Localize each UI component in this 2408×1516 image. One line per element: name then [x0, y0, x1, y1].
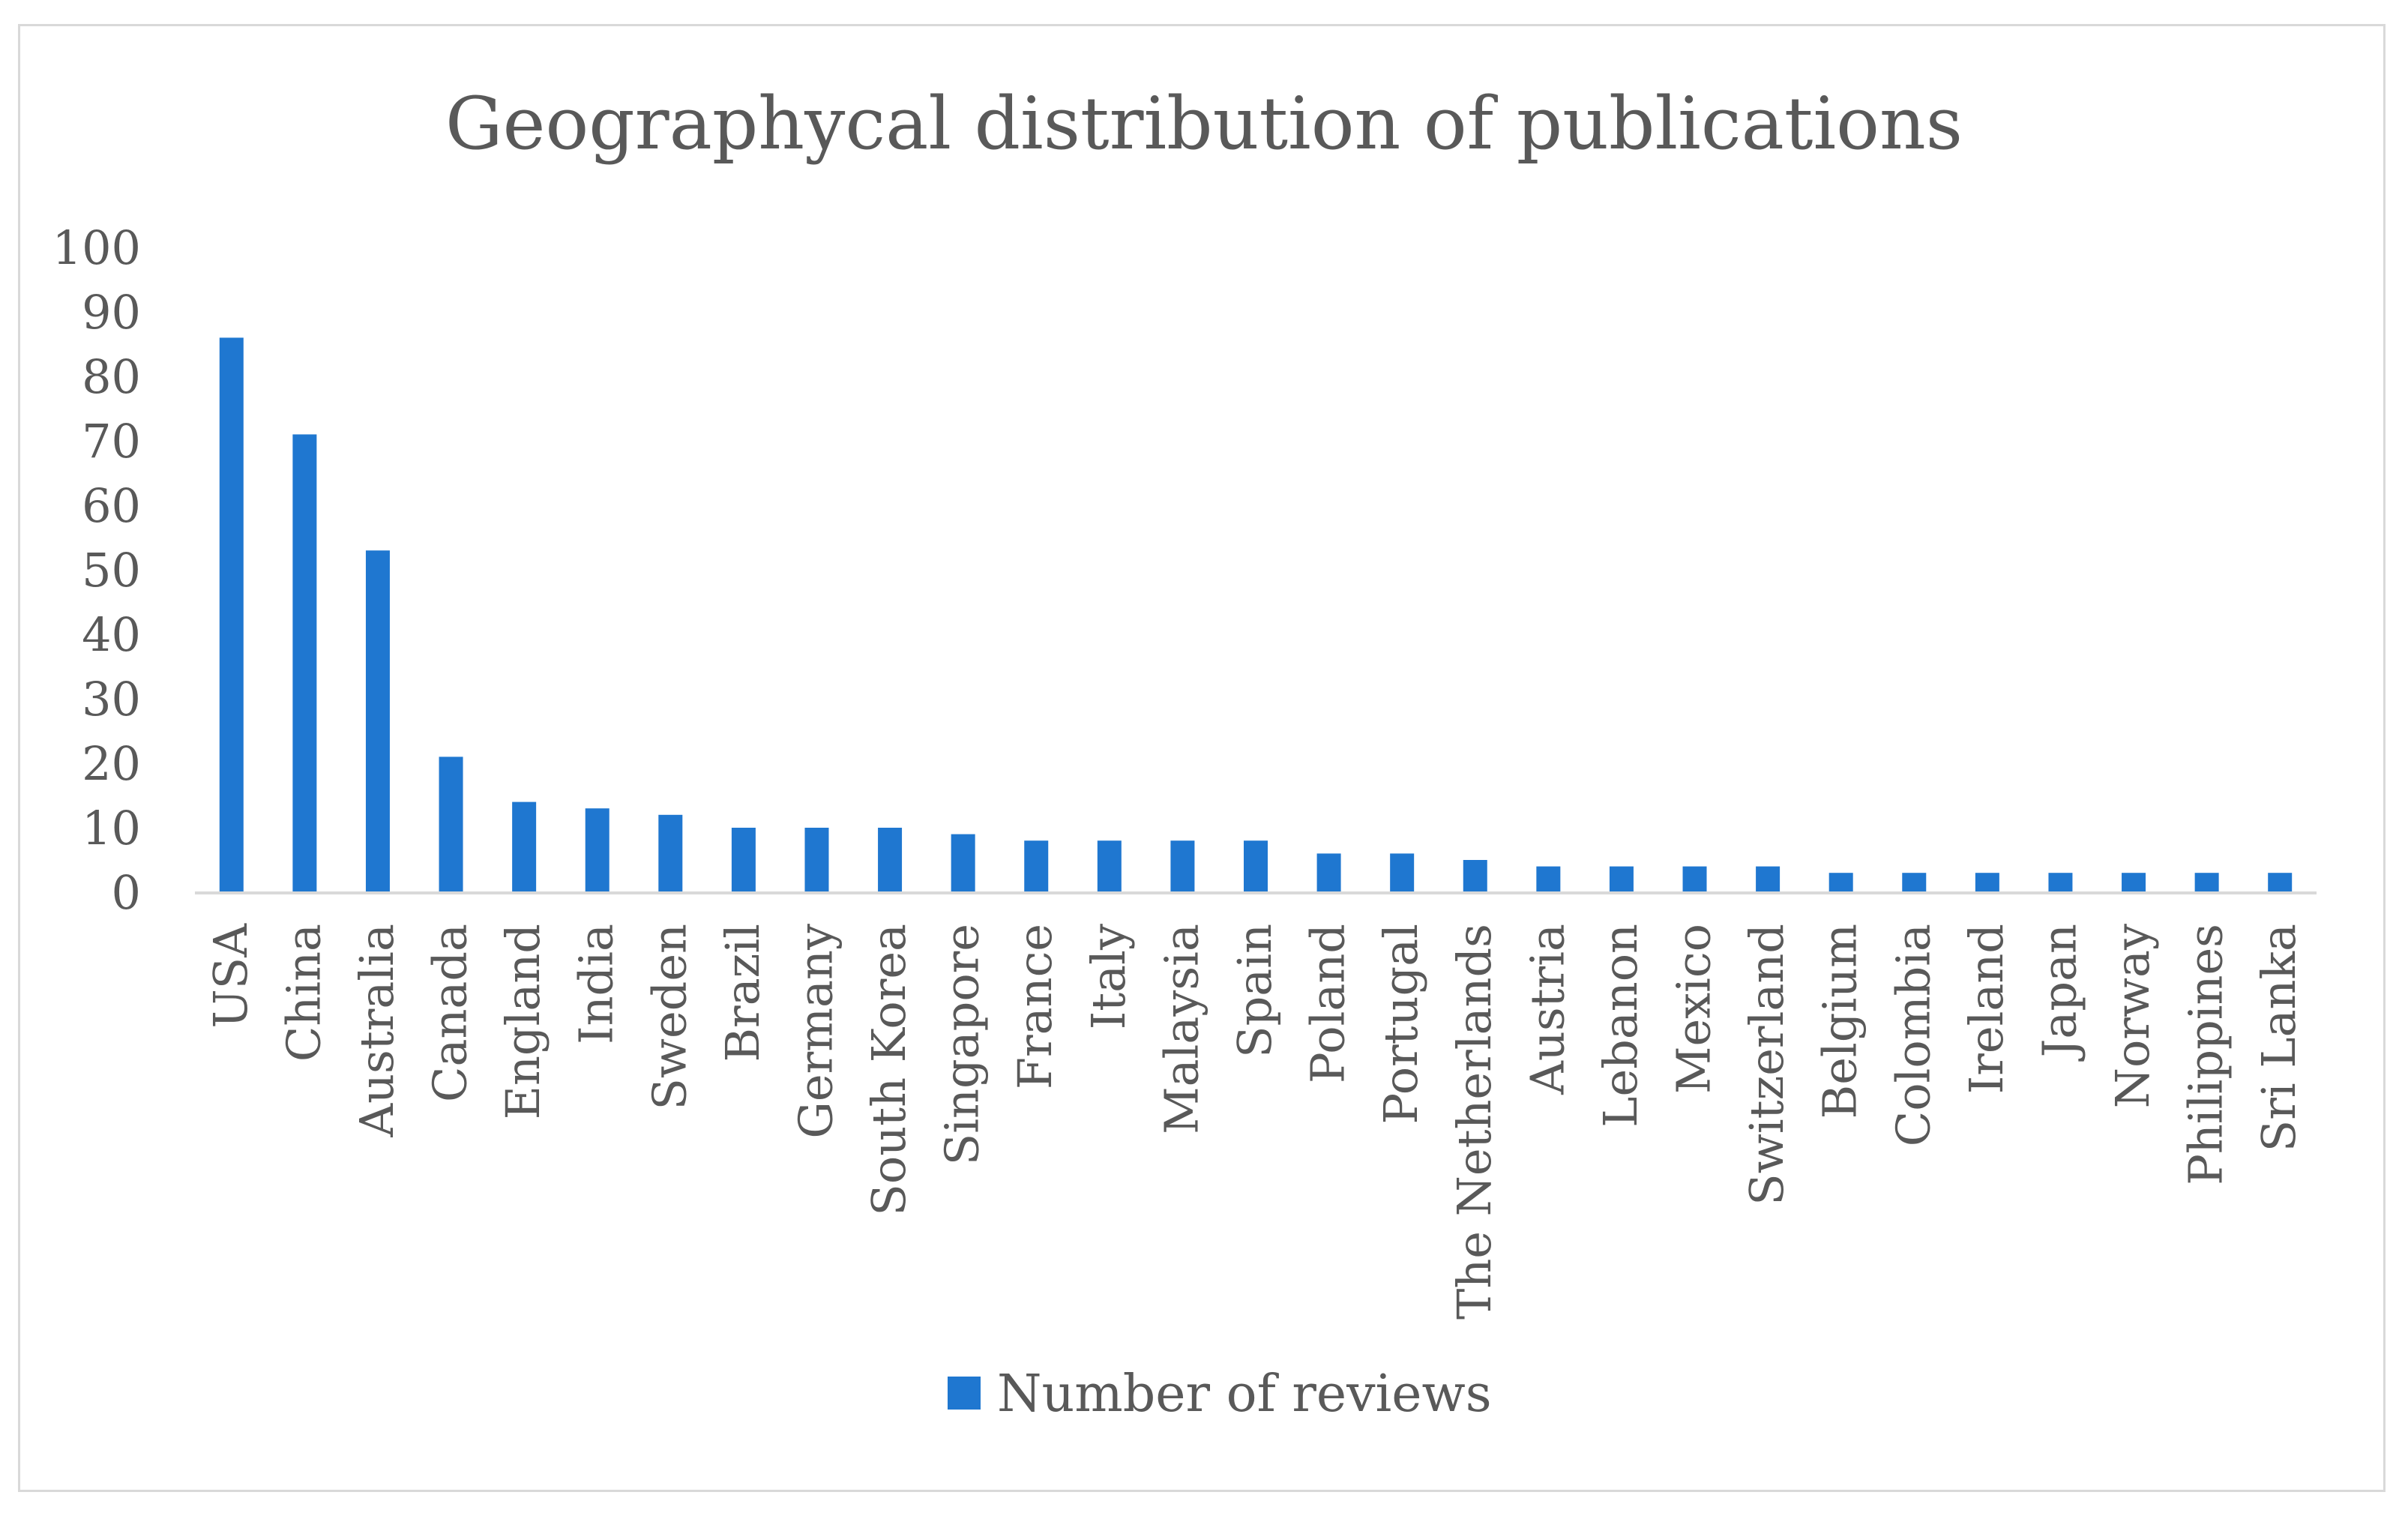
- x-tick-label: Switzerland: [1739, 924, 1794, 1206]
- y-tick-label: 90: [82, 285, 141, 340]
- x-tick-label: South Korea: [861, 924, 916, 1216]
- bar: [658, 814, 683, 892]
- bar: [365, 550, 390, 892]
- y-tick-label: 0: [112, 865, 141, 920]
- legend-label: Number of reviews: [997, 1365, 1492, 1424]
- x-tick-label: Philippines: [2179, 924, 2233, 1185]
- x-tick-label: Germany: [788, 924, 843, 1139]
- bar: [219, 337, 244, 892]
- x-tick-label: India: [569, 924, 624, 1044]
- x-tick-label: Sri Lanka: [2251, 924, 2306, 1152]
- x-tick-label: Australia: [349, 924, 404, 1138]
- y-tick-label: 30: [82, 672, 141, 727]
- x-tick-label: Sweden: [642, 924, 696, 1110]
- bar: [1609, 866, 1634, 892]
- bars: [219, 337, 2293, 892]
- y-axis: 0 10 20 30 40 50 60 70 80 90 100: [52, 220, 141, 920]
- x-tick-label: Japan: [2032, 924, 2086, 1062]
- bar: [951, 834, 975, 892]
- x-tick-label: China: [276, 924, 331, 1062]
- y-tick-label: 70: [82, 414, 141, 469]
- bar: [2048, 873, 2073, 892]
- x-tick-label: Poland: [1301, 924, 1355, 1083]
- x-tick-label: Spain: [1227, 924, 1282, 1058]
- bar: [804, 828, 829, 892]
- x-tick-label: Malaysia: [1154, 924, 1208, 1134]
- chart-frame: [18, 24, 2386, 1492]
- x-tick-label: Mexico: [1667, 924, 1721, 1094]
- bar: [1756, 866, 1781, 892]
- bar: [1682, 866, 1707, 892]
- x-tick-label: Colombia: [1885, 924, 1940, 1146]
- x-tick-label: Singapore: [935, 924, 990, 1165]
- bar: [1024, 840, 1049, 892]
- x-tick-label: England: [496, 924, 550, 1119]
- x-tick-label: The Netherlands: [1447, 924, 1502, 1320]
- x-tick-label: Italy: [1081, 924, 1136, 1029]
- x-tick-label: Austria: [1520, 924, 1574, 1095]
- bar: [512, 801, 537, 892]
- bar: [2268, 873, 2293, 892]
- legend: Number of reviews: [948, 1365, 1492, 1424]
- bar: [1170, 840, 1195, 892]
- bar: [1390, 853, 1415, 892]
- y-tick-label: 50: [82, 543, 141, 598]
- y-tick-label: 60: [82, 478, 141, 533]
- bar: [1536, 866, 1561, 892]
- bar: [1902, 873, 1927, 892]
- bar: [439, 757, 463, 892]
- bar: [1097, 840, 1122, 892]
- bar: [731, 828, 756, 892]
- x-tick-label: Norway: [2105, 924, 2160, 1108]
- y-tick-label: 20: [82, 736, 141, 791]
- x-tick-label: Canada: [423, 924, 478, 1102]
- bar: [1828, 873, 1853, 892]
- bar: [1244, 840, 1268, 892]
- bar: [2194, 873, 2219, 892]
- x-tick-label: Portugal: [1373, 924, 1428, 1125]
- y-tick-label: 80: [82, 349, 141, 404]
- x-tick-label: Lebanon: [1593, 924, 1648, 1128]
- bar: [292, 434, 317, 892]
- y-tick-label: 40: [82, 607, 141, 662]
- chart-title: Geographycal distribution of publication…: [445, 82, 1963, 166]
- bar: [1463, 860, 1487, 892]
- x-tick-label: Brazil: [715, 924, 770, 1062]
- legend-swatch: [948, 1377, 981, 1410]
- x-axis: USA China Australia Canada England India Swede…: [203, 923, 2306, 1320]
- bar: [878, 828, 903, 892]
- y-tick-label: 100: [52, 220, 141, 275]
- x-tick-label: Belgium: [1813, 924, 1867, 1119]
- x-tick-label: France: [1008, 924, 1062, 1089]
- bar: [1316, 853, 1341, 892]
- bar: [585, 808, 609, 892]
- bar: [1975, 873, 1999, 892]
- x-tick-label: Ireland: [1959, 924, 2014, 1094]
- y-tick-label: 10: [82, 801, 141, 855]
- bar: [2122, 873, 2146, 892]
- x-tick-label: USA: [203, 923, 258, 1029]
